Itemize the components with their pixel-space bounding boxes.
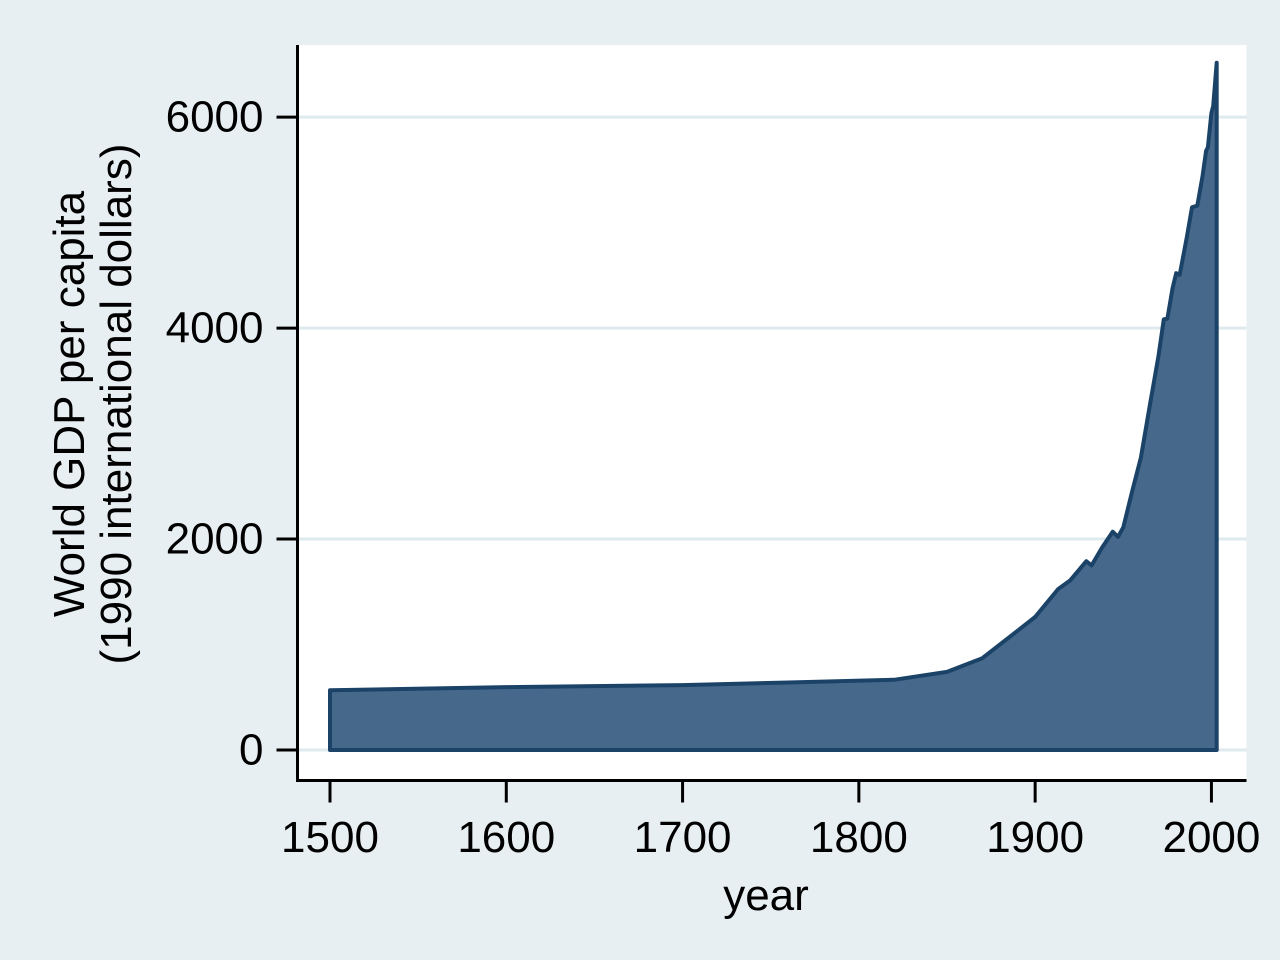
- y-tick-label-2000: 2000: [166, 515, 264, 564]
- x-axis-title: year: [723, 871, 809, 920]
- gdp-area-series: [328, 60, 1219, 752]
- y-axis-title-line2: (1990 international dollars): [92, 143, 141, 665]
- y-axis-title-line1: World GDP per capita: [45, 190, 94, 618]
- x-tick-label-1500: 1500: [281, 813, 379, 862]
- x-tick-label-1800: 1800: [810, 813, 908, 862]
- y-tick-label-0: 0: [239, 726, 263, 775]
- x-tick-label-1600: 1600: [457, 813, 555, 862]
- y-tick-label-6000: 6000: [166, 93, 264, 142]
- x-tick-label-1700: 1700: [634, 813, 732, 862]
- x-tick-label-2000: 2000: [1162, 813, 1260, 862]
- y-tick-label-4000: 4000: [166, 304, 264, 353]
- x-tick-label-1900: 1900: [986, 813, 1084, 862]
- y-axis-title: World GDP per capita (1990 international…: [45, 143, 141, 665]
